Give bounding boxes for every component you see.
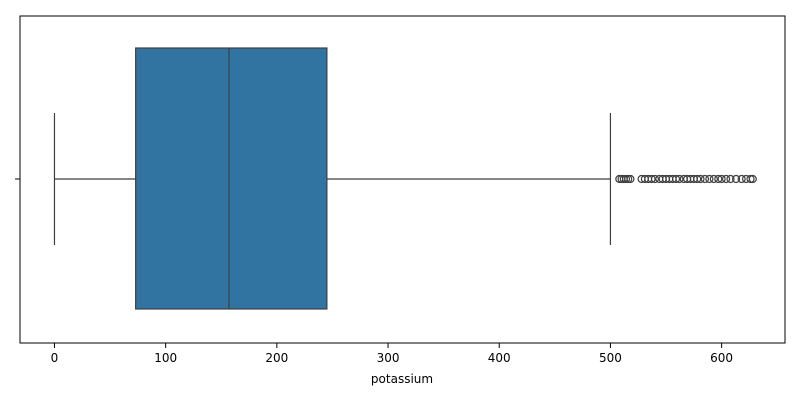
x-tick-label: 300	[377, 351, 400, 365]
outlier-point	[748, 174, 757, 184]
outlier-point	[650, 174, 660, 184]
outlier-point	[626, 174, 635, 184]
outlier-point	[714, 174, 723, 184]
outlier-point	[721, 174, 731, 184]
outlier-point	[726, 174, 735, 184]
outlier-point	[671, 174, 681, 184]
outlier-point	[624, 174, 633, 184]
outlier-point	[693, 174, 702, 184]
outlier-point	[621, 174, 631, 184]
x-tick-label: 400	[488, 351, 511, 365]
x-axis-label: potassium	[371, 372, 433, 386]
outlier-point	[696, 174, 705, 184]
box-marks	[53, 47, 757, 310]
outlier-point	[731, 174, 741, 184]
outlier-point	[700, 174, 710, 184]
outlier-point	[717, 174, 726, 184]
outlier-point	[647, 174, 656, 184]
x-tick-label: 100	[154, 351, 177, 365]
x-tick-label: 0	[51, 351, 59, 365]
x-tick-label: 500	[599, 351, 622, 365]
interquartile-box	[135, 47, 328, 310]
outlier-point	[737, 174, 746, 184]
outlier-point	[675, 174, 684, 184]
outlier-point	[709, 174, 718, 184]
x-tick-label: 200	[265, 351, 288, 365]
x-axis: 0 100 200 300 400 500 600	[51, 343, 733, 365]
x-tick-label: 600	[710, 351, 733, 365]
outlier-point	[705, 174, 714, 184]
outlier-point	[746, 174, 755, 184]
